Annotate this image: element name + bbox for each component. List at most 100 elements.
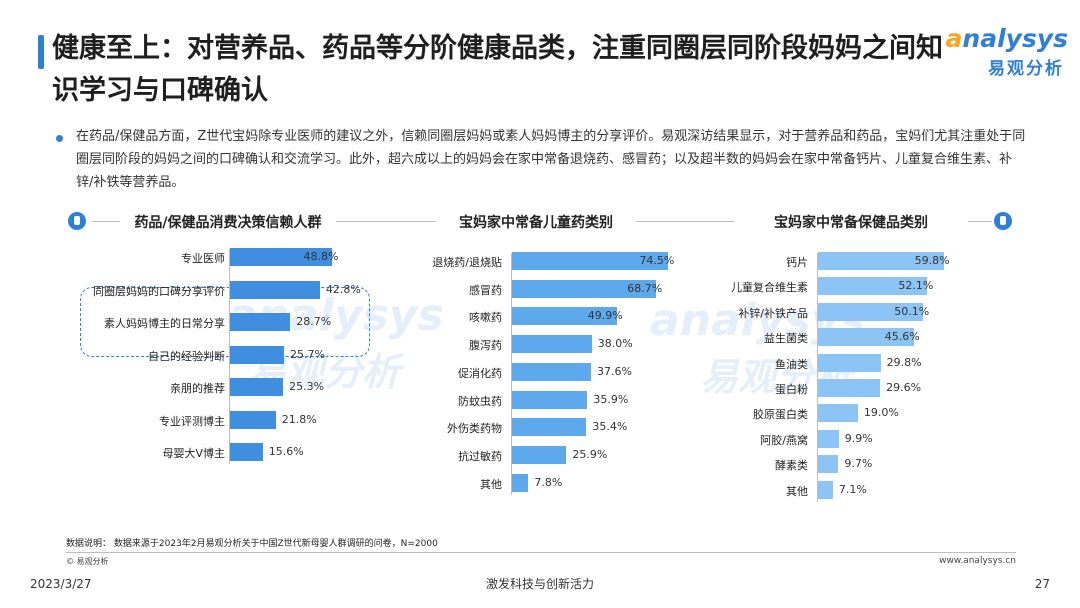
value-label: 38.0% [597, 337, 633, 351]
chart-title-2: 宝妈家中常备儿童药类别 [459, 215, 613, 231]
category-label: 防蚊虫药 [458, 394, 502, 408]
chart-bar [512, 418, 587, 437]
category-label: 同圈层妈妈的口碑分享评价 [93, 284, 225, 298]
chart-axis [229, 249, 230, 464]
copyright: © 易观分析 [66, 557, 109, 566]
chart-bar [230, 313, 291, 331]
chart-title-1: 药品/保健品消费决策信赖人群 [134, 215, 322, 231]
value-label: 59.8% [914, 254, 950, 267]
category-label: 抗过敏药 [458, 449, 502, 463]
chart-bar [818, 429, 839, 448]
report-date: 2023/3/27 [30, 577, 92, 591]
category-label: 感冒药 [469, 283, 502, 297]
chart-bar [512, 279, 657, 298]
footer-divider [66, 552, 1016, 553]
category-label: 益生菌类 [764, 332, 808, 346]
category-label: 阿胶/燕窝 [760, 433, 808, 447]
chart-bar [818, 379, 881, 397]
category-label: 酵素类 [775, 459, 808, 473]
category-label: 亲朋的推荐 [170, 382, 225, 395]
title-rule [636, 221, 734, 222]
chart-bar [818, 353, 881, 372]
value-label: 42.8% [325, 282, 361, 296]
logo-first-letter: a [945, 24, 963, 53]
highlight-box [80, 287, 370, 357]
category-label: 外伤类药物 [447, 422, 502, 436]
value-label: 50.1% [894, 304, 930, 318]
value-label: 7.8% [534, 475, 563, 489]
value-label: 15.6% [268, 445, 304, 458]
category-label: 母婴大V博主 [162, 447, 225, 460]
chart-bar [818, 328, 914, 347]
value-label: 19.0% [863, 406, 899, 420]
value-label: 21.8% [281, 412, 317, 426]
category-label: 钙片 [786, 256, 808, 269]
value-label: 9.7% [844, 457, 873, 471]
value-label: 74.5% [639, 254, 675, 267]
bullet-dot-icon [56, 135, 63, 142]
chart-bar [818, 277, 928, 296]
chart-bar [512, 362, 591, 381]
category-label: 专业评测博主 [159, 414, 225, 428]
summary-text: 在药品/保健品方面，Z世代宝妈除专业医师的建议之外，信赖同圈层妈妈或素人妈妈博主… [76, 129, 1026, 190]
value-label: 25.9% [572, 447, 608, 461]
value-label: 68.7% [627, 281, 663, 295]
category-label: 腹泻药 [469, 339, 502, 353]
category-label: 补锌/补铁产品 [738, 306, 808, 320]
website: www.analysys.cn [939, 556, 1016, 566]
value-label: 7.1% [838, 482, 867, 496]
category-label: 退烧药/退烧贴 [432, 256, 502, 269]
category-label: 胶原蛋白类 [753, 408, 808, 422]
value-label: 9.9% [844, 431, 873, 445]
value-label: 48.8% [303, 250, 339, 263]
chart-bar [818, 302, 924, 321]
chart-bar [230, 248, 333, 266]
chart-bar [230, 280, 320, 299]
category-label: 其他 [786, 484, 808, 498]
page-number: 27 [1034, 577, 1050, 591]
value-label: 35.9% [593, 392, 629, 406]
value-label: 49.9% [587, 309, 623, 323]
data-note: 数据说明： 数据来源于2023年2月易观分析关于中国Z世代新母婴人群调研的问卷，… [66, 539, 438, 549]
category-label: 咳嗽药 [469, 311, 502, 325]
value-label: 28.7% [296, 315, 332, 328]
page-title: 健康至上：对营养品、药品等分阶健康品类，注重同圈层同阶段妈妈之间知识学习与口碑确… [52, 33, 943, 106]
logo-cn: 易观分析 [988, 59, 1064, 79]
chart-bar [512, 307, 617, 326]
title-rule [92, 221, 120, 222]
value-label: 35.4% [592, 420, 628, 434]
chart-axis [511, 253, 512, 495]
category-label: 儿童复合维生素 [731, 281, 808, 295]
category-label: 鱼油类 [775, 357, 808, 371]
value-label: 29.8% [886, 355, 922, 369]
slogan: 激发科技与创新活力 [485, 577, 594, 591]
chart-bar [512, 390, 588, 409]
chart-axis [817, 253, 818, 502]
value-label: 45.6% [884, 330, 920, 344]
value-label: 25.3% [289, 380, 325, 393]
chart-bar [230, 345, 284, 364]
title-rule [968, 221, 992, 222]
chart-bar [230, 378, 284, 396]
chart-bar [512, 335, 592, 354]
value-label: 52.1% [898, 279, 934, 293]
value-label: 29.6% [886, 381, 922, 394]
chart-bar [230, 443, 263, 461]
chart-bar [512, 252, 669, 270]
value-label: 37.6% [596, 364, 632, 378]
category-label: 其他 [480, 477, 502, 491]
category-label: 促消化药 [458, 366, 502, 380]
chart-bar [818, 404, 858, 423]
category-label: 蛋白粉 [775, 383, 808, 396]
chart-bar [512, 445, 567, 464]
title-accent-bar [38, 35, 44, 69]
title-rule [336, 221, 436, 222]
chart-title-3: 宝妈家中常备保健品类别 [774, 215, 928, 231]
chart-bar [818, 480, 833, 499]
chart-bar [818, 455, 839, 474]
medicine-bottle-icon [994, 212, 1012, 230]
value-label: 25.7% [289, 347, 325, 361]
analysys-logo: analysys 易观分析 [946, 22, 1068, 82]
logo-wordmark: nalysys [962, 24, 1068, 53]
chart-bar [230, 410, 276, 429]
